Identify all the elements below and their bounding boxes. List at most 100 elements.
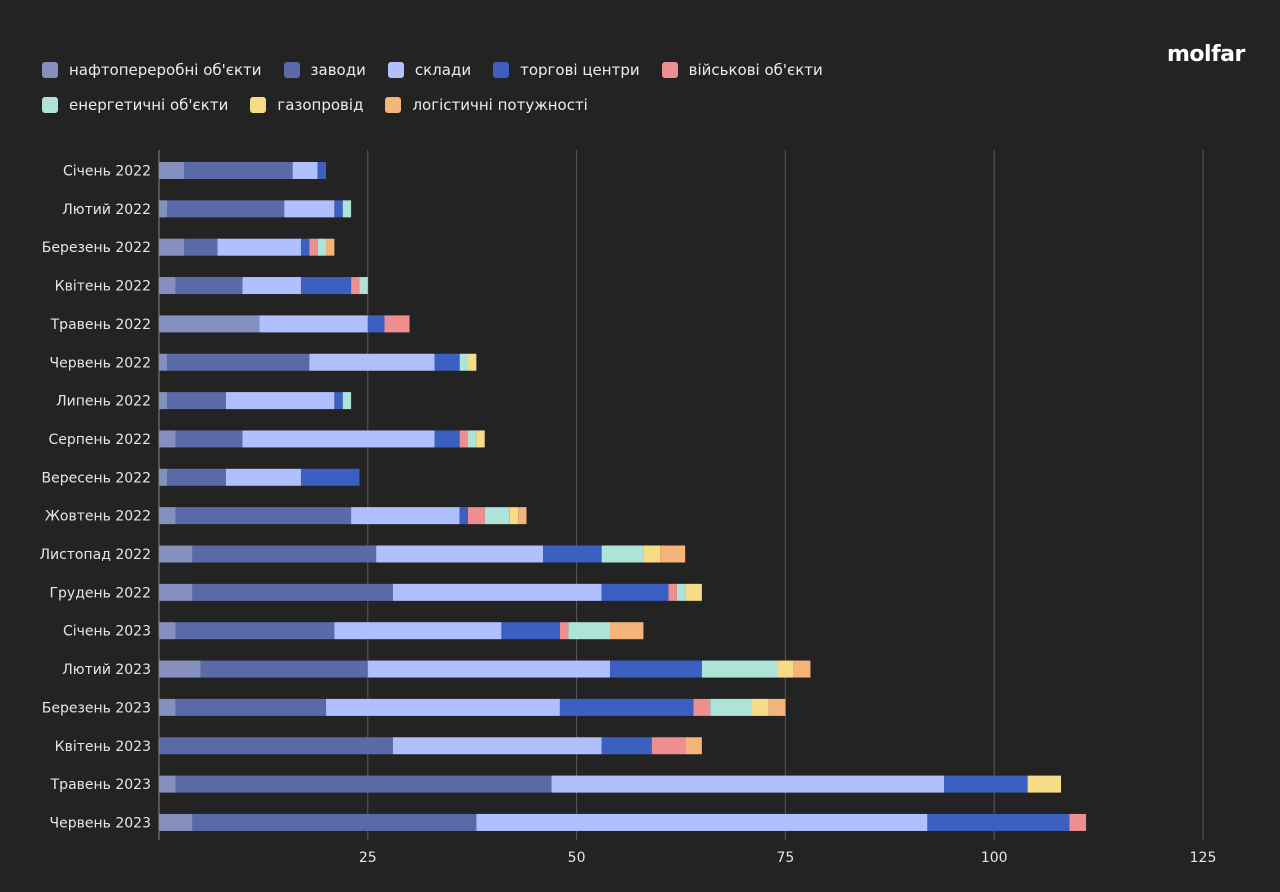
bar-segment[interactable] bbox=[392, 583, 602, 601]
bar-segment[interactable] bbox=[559, 622, 569, 640]
bar-segment[interactable] bbox=[468, 353, 477, 371]
bar-segment[interactable] bbox=[751, 698, 769, 716]
bar-segment[interactable] bbox=[200, 660, 368, 678]
bar-segment[interactable] bbox=[551, 775, 945, 793]
bar-segment[interactable] bbox=[159, 737, 393, 755]
bar-segment[interactable] bbox=[242, 430, 435, 448]
bar-segment[interactable] bbox=[159, 545, 193, 563]
bar-segment[interactable] bbox=[334, 200, 343, 218]
bar-segment[interactable] bbox=[159, 698, 176, 716]
bar-segment[interactable] bbox=[660, 545, 686, 563]
bar-segment[interactable] bbox=[175, 622, 335, 640]
bar-segment[interactable] bbox=[326, 698, 560, 716]
bar-segment[interactable] bbox=[334, 392, 343, 410]
bar-segment[interactable] bbox=[225, 468, 301, 486]
legend-item[interactable]: склади bbox=[387, 61, 471, 79]
bar-segment[interactable] bbox=[284, 200, 335, 218]
bar-segment[interactable] bbox=[175, 277, 243, 295]
bar-segment[interactable] bbox=[459, 507, 469, 525]
bar-segment[interactable] bbox=[359, 277, 368, 295]
bar-segment[interactable] bbox=[192, 813, 477, 831]
bar-segment[interactable] bbox=[175, 775, 552, 793]
bar-segment[interactable] bbox=[167, 468, 226, 486]
bar-segment[interactable] bbox=[559, 698, 694, 716]
bar-segment[interactable] bbox=[159, 353, 168, 371]
bar-segment[interactable] bbox=[651, 737, 686, 755]
bar-segment[interactable] bbox=[518, 507, 527, 525]
bar-segment[interactable] bbox=[601, 737, 652, 755]
bar-segment[interactable] bbox=[793, 660, 811, 678]
bar-segment[interactable] bbox=[459, 430, 469, 448]
bar-segment[interactable] bbox=[159, 583, 193, 601]
bar-segment[interactable] bbox=[159, 775, 176, 793]
bar-segment[interactable] bbox=[509, 507, 519, 525]
bar-segment[interactable] bbox=[300, 238, 310, 256]
bar-segment[interactable] bbox=[476, 813, 928, 831]
bar-segment[interactable] bbox=[459, 353, 469, 371]
bar-segment[interactable] bbox=[392, 737, 602, 755]
bar-segment[interactable] bbox=[192, 545, 377, 563]
bar-segment[interactable] bbox=[159, 392, 168, 410]
legend-item[interactable]: нафтопереробні об'єкти bbox=[42, 61, 262, 79]
legend-item[interactable]: логістичні потужності bbox=[385, 96, 588, 114]
bar-segment[interactable] bbox=[159, 315, 260, 333]
legend-item[interactable]: військові об'єкти bbox=[661, 61, 823, 79]
bar-segment[interactable] bbox=[434, 353, 460, 371]
bar-segment[interactable] bbox=[701, 660, 778, 678]
bar-segment[interactable] bbox=[159, 200, 168, 218]
bar-segment[interactable] bbox=[159, 468, 168, 486]
bar-segment[interactable] bbox=[309, 238, 318, 256]
bar-segment[interactable] bbox=[317, 238, 327, 256]
bar-segment[interactable] bbox=[768, 698, 786, 716]
bar-segment[interactable] bbox=[710, 698, 752, 716]
bar-segment[interactable] bbox=[601, 545, 644, 563]
bar-segment[interactable] bbox=[192, 583, 393, 601]
bar-segment[interactable] bbox=[777, 660, 794, 678]
bar-segment[interactable] bbox=[159, 813, 193, 831]
bar-segment[interactable] bbox=[484, 507, 510, 525]
bar-segment[interactable] bbox=[184, 238, 218, 256]
bar-segment[interactable] bbox=[292, 162, 318, 179]
bar-segment[interactable] bbox=[1027, 775, 1062, 793]
bar-segment[interactable] bbox=[342, 392, 352, 410]
bar-segment[interactable] bbox=[367, 660, 611, 678]
bar-segment[interactable] bbox=[167, 353, 310, 371]
bar-segment[interactable] bbox=[167, 392, 226, 410]
bar-segment[interactable] bbox=[159, 660, 201, 678]
bar-segment[interactable] bbox=[175, 698, 327, 716]
bar-segment[interactable] bbox=[317, 162, 327, 179]
bar-segment[interactable] bbox=[351, 277, 360, 295]
bar-segment[interactable] bbox=[309, 353, 435, 371]
bar-segment[interactable] bbox=[159, 507, 176, 525]
bar-segment[interactable] bbox=[1069, 813, 1087, 831]
bar-segment[interactable] bbox=[300, 468, 360, 486]
bar-segment[interactable] bbox=[468, 430, 477, 448]
bar-segment[interactable] bbox=[468, 507, 485, 525]
bar-segment[interactable] bbox=[384, 315, 410, 333]
bar-segment[interactable] bbox=[676, 583, 686, 601]
bar-segment[interactable] bbox=[927, 813, 1070, 831]
bar-segment[interactable] bbox=[351, 507, 460, 525]
bar-segment[interactable] bbox=[601, 583, 669, 601]
legend-item[interactable]: енергетичні об'єкти bbox=[42, 96, 228, 114]
bar-segment[interactable] bbox=[685, 583, 702, 601]
bar-segment[interactable] bbox=[434, 430, 460, 448]
bar-segment[interactable] bbox=[610, 622, 644, 640]
bar-segment[interactable] bbox=[175, 507, 352, 525]
legend-item[interactable]: торгові центри bbox=[493, 61, 640, 79]
bar-segment[interactable] bbox=[159, 238, 185, 256]
bar-segment[interactable] bbox=[159, 162, 185, 179]
bar-segment[interactable] bbox=[217, 238, 301, 256]
bar-segment[interactable] bbox=[376, 545, 544, 563]
bar-segment[interactable] bbox=[685, 737, 702, 755]
bar-segment[interactable] bbox=[501, 622, 560, 640]
bar-segment[interactable] bbox=[167, 200, 285, 218]
bar-segment[interactable] bbox=[476, 430, 485, 448]
bar-segment[interactable] bbox=[159, 622, 176, 640]
bar-segment[interactable] bbox=[568, 622, 611, 640]
bar-segment[interactable] bbox=[259, 315, 368, 333]
bar-segment[interactable] bbox=[342, 200, 352, 218]
bar-segment[interactable] bbox=[643, 545, 661, 563]
bar-segment[interactable] bbox=[944, 775, 1028, 793]
bar-segment[interactable] bbox=[326, 238, 335, 256]
